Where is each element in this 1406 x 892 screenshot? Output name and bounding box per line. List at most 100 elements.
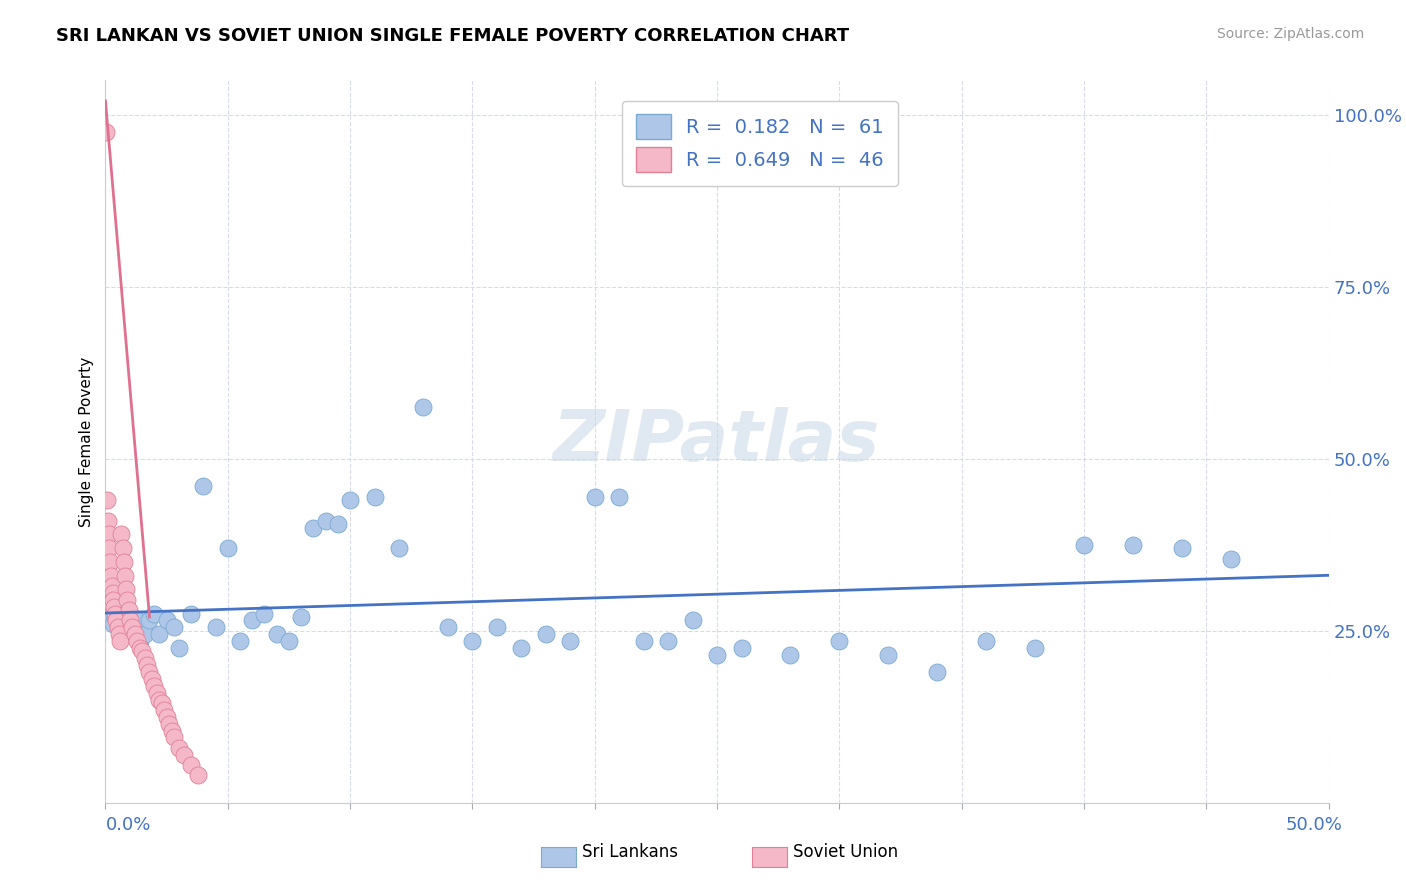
Point xyxy=(290,610,312,624)
Point xyxy=(118,603,141,617)
Point xyxy=(104,607,127,621)
Point xyxy=(114,610,136,624)
Point xyxy=(124,627,146,641)
Point xyxy=(229,634,252,648)
Text: Source: ZipAtlas.com: Source: ZipAtlas.com xyxy=(1216,27,1364,41)
Point xyxy=(167,740,190,755)
Point xyxy=(193,479,215,493)
Point xyxy=(143,679,166,693)
Point xyxy=(107,620,129,634)
Point xyxy=(103,599,125,614)
Point xyxy=(98,614,121,628)
Point xyxy=(121,620,143,634)
Point xyxy=(117,614,139,628)
Point xyxy=(150,696,173,710)
Point xyxy=(141,672,163,686)
Point xyxy=(927,665,949,679)
Text: 0.0%: 0.0% xyxy=(105,816,150,834)
Point xyxy=(124,627,146,641)
Point xyxy=(105,614,128,628)
Point xyxy=(828,634,851,648)
Point xyxy=(339,493,361,508)
Point xyxy=(112,555,135,569)
Point xyxy=(1171,541,1194,556)
Point xyxy=(326,517,349,532)
Point xyxy=(706,648,728,662)
Text: 50.0%: 50.0% xyxy=(1286,816,1343,834)
Point xyxy=(108,614,131,628)
Point xyxy=(315,514,337,528)
Point xyxy=(118,614,141,628)
Point xyxy=(730,640,752,655)
Point xyxy=(510,640,533,655)
Point xyxy=(114,568,136,582)
Point xyxy=(115,582,138,597)
Point xyxy=(682,614,704,628)
Point xyxy=(146,686,169,700)
Point xyxy=(128,634,150,648)
Point xyxy=(180,758,202,772)
Point xyxy=(127,634,149,648)
Point xyxy=(412,400,434,414)
Point xyxy=(121,620,143,634)
Point xyxy=(180,607,202,621)
Point xyxy=(163,620,186,634)
Point xyxy=(461,634,484,648)
Point xyxy=(111,541,134,556)
Point xyxy=(167,640,190,655)
Point xyxy=(779,648,801,662)
Point xyxy=(131,644,153,658)
Point xyxy=(217,541,239,556)
Point xyxy=(163,731,186,745)
Text: Soviet Union: Soviet Union xyxy=(793,843,898,861)
Point xyxy=(1122,538,1144,552)
Point xyxy=(136,658,159,673)
Point xyxy=(134,627,156,641)
Point xyxy=(148,692,170,706)
Point xyxy=(173,747,195,762)
Point xyxy=(607,490,630,504)
Point xyxy=(96,125,118,139)
Y-axis label: Single Female Poverty: Single Female Poverty xyxy=(79,357,94,526)
Point xyxy=(266,627,288,641)
Point xyxy=(101,586,124,600)
Point xyxy=(302,520,325,534)
Point xyxy=(134,651,156,665)
Point xyxy=(1024,640,1046,655)
Point xyxy=(187,768,209,782)
Point xyxy=(97,527,120,541)
Point xyxy=(138,665,160,679)
Point xyxy=(160,723,183,738)
Point xyxy=(100,568,122,582)
Point xyxy=(97,514,120,528)
Text: Sri Lankans: Sri Lankans xyxy=(582,843,678,861)
Point xyxy=(657,634,679,648)
Point xyxy=(153,703,176,717)
Point xyxy=(110,527,132,541)
Point xyxy=(583,490,606,504)
Point xyxy=(204,620,226,634)
Point xyxy=(96,493,118,508)
Point xyxy=(98,541,121,556)
Point xyxy=(1219,551,1241,566)
Point xyxy=(155,710,177,724)
Point xyxy=(100,579,122,593)
Point xyxy=(974,634,997,648)
Point xyxy=(877,648,900,662)
Point xyxy=(437,620,460,634)
Point xyxy=(485,620,508,634)
Text: SRI LANKAN VS SOVIET UNION SINGLE FEMALE POVERTY CORRELATION CHART: SRI LANKAN VS SOVIET UNION SINGLE FEMALE… xyxy=(56,27,849,45)
Point xyxy=(128,640,150,655)
Point xyxy=(240,614,263,628)
Point xyxy=(98,555,121,569)
Point xyxy=(534,627,557,641)
Text: ZIPatlas: ZIPatlas xyxy=(554,407,880,476)
Point xyxy=(111,616,134,631)
Point xyxy=(101,616,124,631)
Point xyxy=(103,592,125,607)
Point xyxy=(157,716,180,731)
Point xyxy=(560,634,582,648)
Point xyxy=(107,607,129,621)
Point xyxy=(363,490,385,504)
Point xyxy=(278,634,301,648)
